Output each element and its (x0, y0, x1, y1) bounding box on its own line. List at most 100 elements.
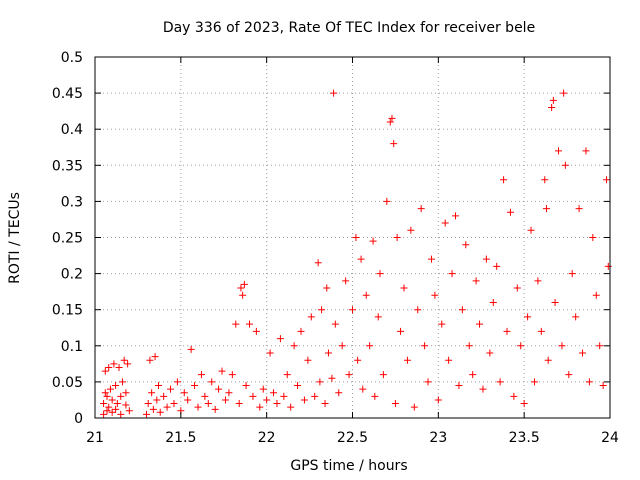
data-point (324, 349, 332, 357)
data-point (500, 176, 508, 184)
data-point (354, 356, 362, 364)
data-point (431, 291, 439, 299)
data-point (153, 396, 161, 404)
data-point (246, 320, 253, 328)
data-point (122, 389, 130, 397)
data-point (345, 371, 353, 379)
data-point (294, 382, 302, 390)
data-point (386, 118, 394, 126)
x-tick-label: 23.5 (509, 430, 540, 446)
data-point (120, 356, 128, 364)
data-point (331, 320, 339, 328)
data-point (579, 349, 587, 357)
data-point (472, 277, 480, 285)
data-point (191, 382, 199, 390)
data-point (455, 382, 463, 390)
data-point (117, 410, 125, 418)
x-tick-label: 24 (601, 430, 619, 446)
data-point (112, 405, 120, 413)
y-tick-label: 0.05 (52, 375, 83, 391)
data-point (541, 176, 549, 184)
data-point (603, 176, 611, 184)
data-point (204, 400, 212, 408)
data-point (338, 342, 346, 350)
data-point (517, 342, 525, 350)
data-points (100, 89, 612, 418)
x-tick-label: 23 (429, 430, 447, 446)
data-point (376, 270, 384, 278)
data-point (167, 385, 175, 393)
data-point (256, 403, 264, 411)
data-point (180, 389, 188, 397)
data-point (438, 320, 446, 328)
data-point (530, 378, 538, 386)
data-point (452, 212, 459, 220)
y-tick-label: 0.25 (52, 231, 83, 247)
data-point (575, 205, 583, 213)
data-point (160, 392, 168, 400)
data-point (118, 378, 126, 386)
data-point (565, 371, 573, 379)
data-point (357, 255, 365, 263)
data-point (218, 367, 226, 375)
y-tick-label: 0.3 (61, 194, 83, 210)
data-point (314, 259, 322, 267)
data-point (283, 371, 291, 379)
data-point (513, 284, 521, 292)
data-point (194, 403, 202, 411)
data-point (228, 371, 236, 379)
data-point (482, 255, 490, 263)
data-point (235, 400, 243, 408)
data-point (388, 114, 396, 122)
data-point (524, 313, 532, 321)
data-point (124, 360, 132, 368)
data-point (316, 378, 324, 386)
data-point (582, 147, 590, 155)
data-point (144, 400, 152, 408)
data-point (100, 400, 108, 408)
chart-title: Day 336 of 2023, Rate Of TEC Index for r… (163, 20, 535, 36)
data-point (280, 392, 288, 400)
data-point (393, 234, 401, 241)
data-point (240, 280, 248, 288)
y-axis-label: ROTI / TECUs (7, 192, 23, 284)
data-point (273, 400, 281, 408)
data-point (170, 400, 178, 408)
data-point (366, 342, 374, 350)
data-point (330, 89, 338, 97)
data-point (232, 320, 240, 328)
data-point (211, 405, 219, 413)
data-point (225, 389, 233, 397)
data-point (321, 400, 329, 408)
data-point (359, 385, 367, 393)
data-point (506, 208, 514, 216)
y-tick-label: 0 (74, 411, 83, 427)
data-point (371, 392, 379, 400)
data-point (400, 284, 408, 292)
data-point (510, 392, 518, 400)
data-point (252, 327, 260, 335)
data-point (599, 382, 607, 390)
data-point (266, 349, 274, 357)
data-point (352, 234, 360, 241)
data-point (560, 89, 568, 97)
data-point (421, 342, 429, 350)
y-tick-label: 0.35 (52, 158, 83, 174)
data-point (572, 313, 580, 321)
data-point (173, 378, 181, 386)
data-point (101, 367, 109, 375)
data-point (239, 291, 247, 299)
data-point (596, 342, 604, 350)
data-point (434, 396, 442, 404)
data-point (101, 389, 109, 397)
data-point (146, 356, 154, 364)
data-point (374, 313, 382, 321)
data-point (318, 306, 326, 314)
data-point (542, 205, 550, 213)
data-point (479, 385, 487, 393)
data-point (149, 405, 157, 413)
data-point (108, 396, 116, 404)
data-point (551, 298, 559, 306)
data-point (148, 389, 156, 397)
